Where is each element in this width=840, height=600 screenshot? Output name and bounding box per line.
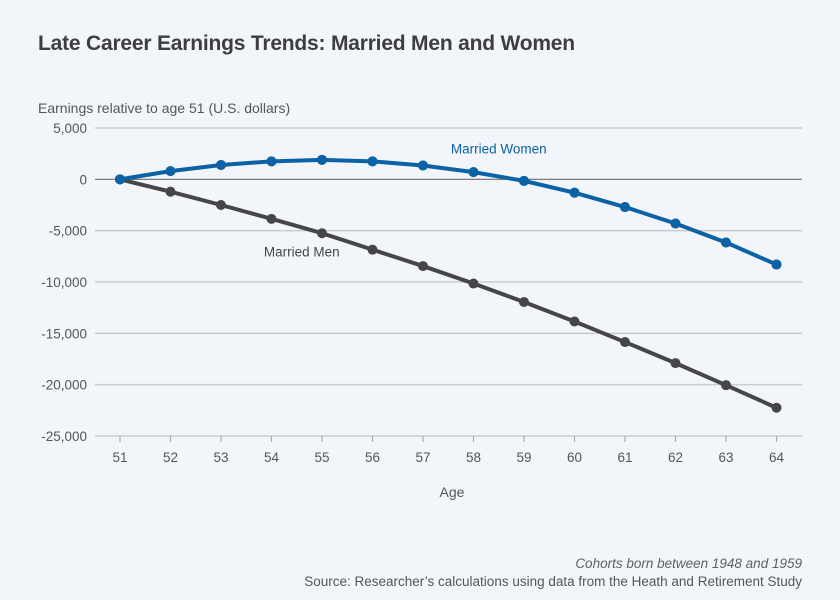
point-married-men <box>519 297 529 308</box>
point-married-women <box>670 218 681 229</box>
chart-source: Source: Researcher’s calculations using … <box>304 574 802 589</box>
series-label-married-men: Married Men <box>264 244 340 259</box>
y-tick-label: 0 <box>79 172 87 187</box>
x-tick-label: 53 <box>213 450 228 465</box>
point-married-women <box>468 167 479 178</box>
point-married-men <box>317 228 327 239</box>
point-married-women <box>569 187 580 198</box>
y-tick-label: -15,000 <box>41 326 87 341</box>
x-tick-label: 61 <box>617 450 632 465</box>
point-married-men <box>771 402 782 413</box>
y-tick-label: -5,000 <box>49 224 87 239</box>
x-tick-label: 54 <box>264 450 280 465</box>
point-married-women <box>519 175 529 186</box>
x-tick-label: 59 <box>516 450 531 465</box>
point-married-men <box>569 316 580 327</box>
x-axis-label: Age <box>439 484 465 500</box>
gridlines <box>95 127 802 437</box>
chart-note: Cohorts born between 1948 and 1959 <box>575 556 802 571</box>
point-married-men <box>266 213 277 224</box>
point-married-men <box>468 278 479 289</box>
point-married-men <box>367 244 378 255</box>
x-tick-label: 63 <box>718 450 733 465</box>
series-points <box>115 154 782 413</box>
point-married-men <box>216 200 226 210</box>
point-married-men <box>721 380 731 391</box>
point-married-women <box>620 202 630 213</box>
x-tick-label: 60 <box>567 450 582 465</box>
point-married-women <box>721 237 731 248</box>
y-tick-label: -10,000 <box>41 275 87 290</box>
point-married-women <box>115 174 125 185</box>
series-annotations: Married Women Married Men <box>264 142 547 260</box>
x-axis: 51 52 53 54 55 56 57 58 59 60 61 62 63 64 <box>112 436 784 465</box>
point-married-women <box>216 159 226 170</box>
y-tick-label: 5,000 <box>53 121 87 136</box>
series-label-married-women: Married Women <box>451 142 547 157</box>
line-married-men <box>118 177 779 410</box>
x-tick-label: 52 <box>163 450 178 465</box>
point-married-women <box>317 154 327 165</box>
point-married-men <box>670 358 681 369</box>
y-tick-label: -25,000 <box>41 429 87 444</box>
point-married-women <box>266 156 277 167</box>
x-tick-label: 64 <box>769 450 785 465</box>
x-tick-label: 58 <box>466 450 481 465</box>
y-axis-ticks: 5,000 0 -5,000 -10,000 -15,000 -20,000 -25,000 <box>41 121 87 444</box>
x-tick-label: 56 <box>365 450 380 465</box>
point-married-women <box>165 166 176 177</box>
y-axis-label: Earnings relative to age 51 (U.S. dollar… <box>38 100 291 116</box>
series-lines <box>118 157 779 410</box>
point-married-men <box>165 186 176 197</box>
y-tick-label: -20,000 <box>41 378 87 393</box>
point-married-women <box>367 156 378 167</box>
x-tick-label: 55 <box>314 450 329 465</box>
line-married-women <box>118 157 779 267</box>
point-married-men <box>418 261 428 272</box>
x-tick-label: 51 <box>112 450 127 465</box>
x-tick-label: 57 <box>415 450 430 465</box>
point-married-women <box>418 160 428 171</box>
chart-title: Late Career Earnings Trends: Married Men… <box>38 32 575 55</box>
point-married-men <box>620 337 630 348</box>
point-married-women <box>771 259 782 270</box>
x-tick-label: 62 <box>668 450 683 465</box>
